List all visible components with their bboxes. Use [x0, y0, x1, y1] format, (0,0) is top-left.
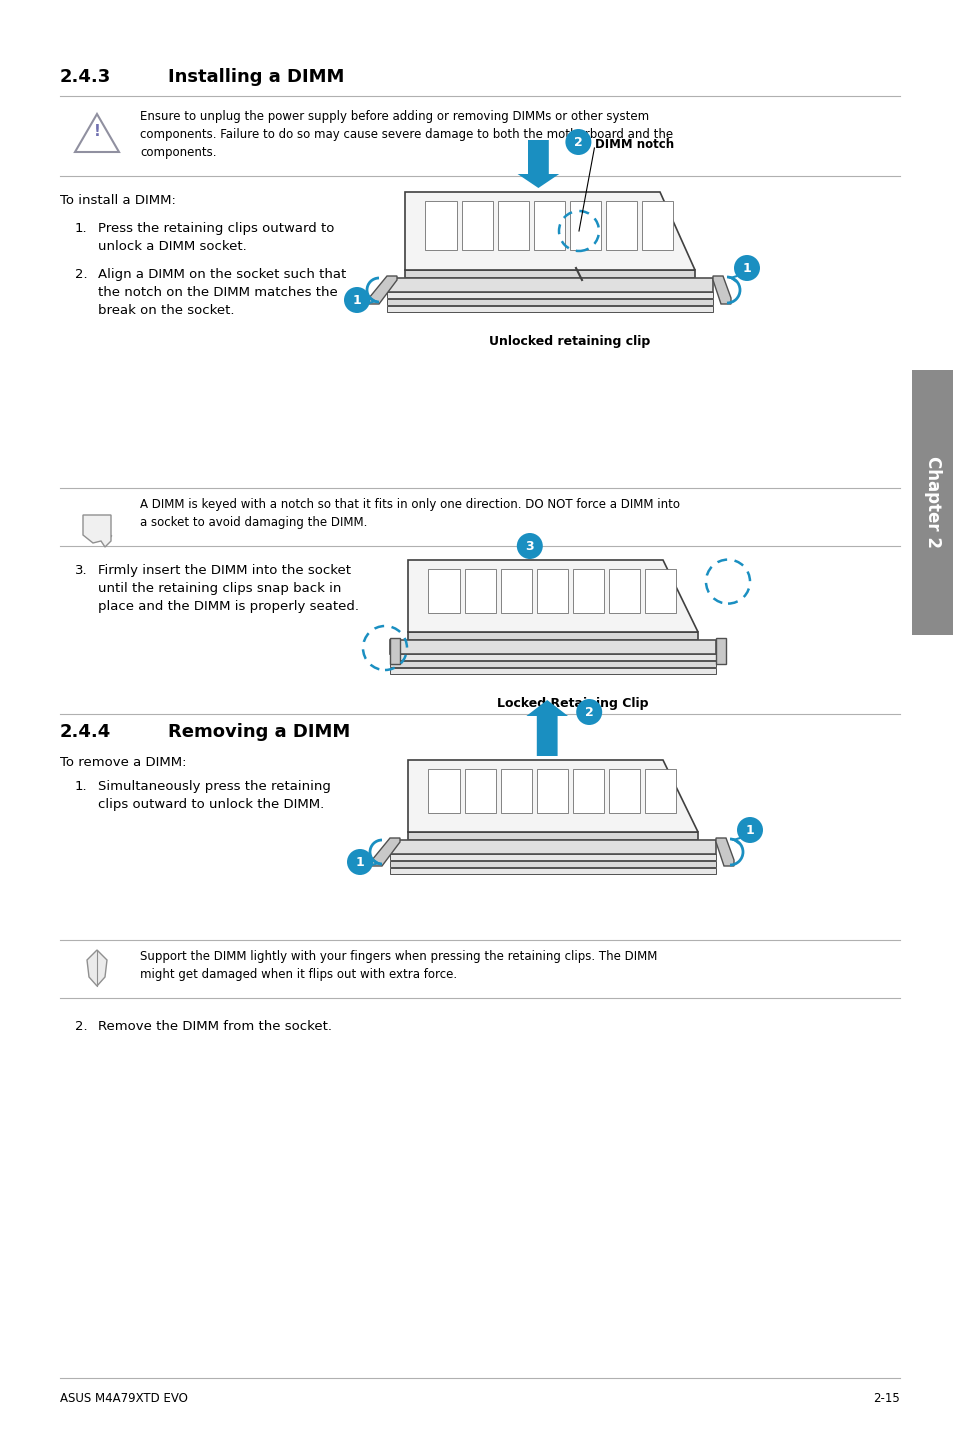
- Polygon shape: [644, 769, 676, 814]
- Text: 1: 1: [353, 293, 361, 306]
- Polygon shape: [405, 193, 695, 270]
- Text: 3.: 3.: [75, 564, 88, 577]
- Polygon shape: [387, 278, 712, 292]
- Polygon shape: [390, 840, 716, 854]
- Text: 1.: 1.: [75, 221, 88, 234]
- Polygon shape: [390, 661, 716, 667]
- Polygon shape: [641, 201, 673, 250]
- Polygon shape: [608, 568, 639, 613]
- Text: DIMM notch: DIMM notch: [595, 138, 674, 151]
- Polygon shape: [716, 838, 733, 866]
- Polygon shape: [500, 568, 532, 613]
- Text: Chapter 2: Chapter 2: [923, 456, 941, 548]
- Polygon shape: [644, 568, 676, 613]
- Polygon shape: [390, 654, 716, 660]
- Polygon shape: [408, 833, 698, 840]
- Polygon shape: [428, 769, 459, 814]
- Polygon shape: [461, 201, 493, 250]
- Polygon shape: [911, 370, 953, 636]
- Circle shape: [576, 699, 601, 725]
- Text: Installing a DIMM: Installing a DIMM: [168, 68, 344, 86]
- Polygon shape: [517, 139, 558, 188]
- Text: Removing a DIMM: Removing a DIMM: [168, 723, 350, 741]
- Polygon shape: [716, 638, 725, 664]
- Polygon shape: [387, 306, 712, 312]
- Polygon shape: [387, 299, 712, 305]
- Text: 1.: 1.: [75, 779, 88, 792]
- Text: !: !: [93, 125, 100, 139]
- Polygon shape: [464, 769, 496, 814]
- Circle shape: [565, 129, 591, 155]
- Text: ASUS M4A79XTD EVO: ASUS M4A79XTD EVO: [60, 1392, 188, 1405]
- Polygon shape: [405, 270, 695, 278]
- Circle shape: [733, 255, 760, 280]
- Text: 3: 3: [525, 539, 534, 552]
- Text: Simultaneously press the retaining
clips outward to unlock the DIMM.: Simultaneously press the retaining clips…: [98, 779, 331, 811]
- Circle shape: [517, 533, 542, 559]
- Polygon shape: [572, 568, 603, 613]
- Polygon shape: [608, 769, 639, 814]
- Polygon shape: [83, 515, 111, 546]
- Polygon shape: [500, 769, 532, 814]
- Text: Support the DIMM lightly with your fingers when pressing the retaining clips. Th: Support the DIMM lightly with your finge…: [140, 951, 657, 981]
- Polygon shape: [526, 700, 567, 756]
- Polygon shape: [372, 838, 399, 866]
- Polygon shape: [572, 769, 603, 814]
- Polygon shape: [387, 292, 712, 298]
- Polygon shape: [605, 201, 637, 250]
- Text: Press the retaining clips outward to
unlock a DIMM socket.: Press the retaining clips outward to unl…: [98, 221, 334, 253]
- Polygon shape: [712, 276, 730, 303]
- Text: 2.4.3: 2.4.3: [60, 68, 112, 86]
- Polygon shape: [390, 640, 716, 654]
- Polygon shape: [369, 276, 396, 303]
- Polygon shape: [390, 861, 716, 867]
- Polygon shape: [537, 568, 568, 613]
- Polygon shape: [425, 201, 456, 250]
- Text: 2.4.4: 2.4.4: [60, 723, 112, 741]
- Polygon shape: [75, 114, 119, 152]
- Text: To remove a DIMM:: To remove a DIMM:: [60, 756, 186, 769]
- Text: To install a DIMM:: To install a DIMM:: [60, 194, 175, 207]
- Text: 1: 1: [355, 856, 364, 869]
- Text: 2-15: 2-15: [872, 1392, 899, 1405]
- Text: Locked Retaining Clip: Locked Retaining Clip: [497, 697, 648, 710]
- Text: 2: 2: [574, 135, 582, 148]
- Text: A DIMM is keyed with a notch so that it fits in only one direction. DO NOT force: A DIMM is keyed with a notch so that it …: [140, 498, 679, 529]
- Polygon shape: [537, 769, 568, 814]
- Text: Remove the DIMM from the socket.: Remove the DIMM from the socket.: [98, 1020, 332, 1032]
- Text: 1: 1: [741, 262, 751, 275]
- Polygon shape: [390, 638, 399, 664]
- Polygon shape: [408, 559, 698, 631]
- Polygon shape: [87, 951, 107, 986]
- Text: Unlocked retaining clip: Unlocked retaining clip: [489, 335, 650, 348]
- Polygon shape: [533, 201, 564, 250]
- Polygon shape: [464, 568, 496, 613]
- Polygon shape: [408, 631, 698, 640]
- Polygon shape: [390, 669, 716, 674]
- Text: Ensure to unplug the power supply before adding or removing DIMMs or other syste: Ensure to unplug the power supply before…: [140, 109, 673, 160]
- Text: 1: 1: [745, 824, 754, 837]
- Text: Firmly insert the DIMM into the socket
until the retaining clips snap back in
pl: Firmly insert the DIMM into the socket u…: [98, 564, 358, 613]
- Polygon shape: [428, 568, 459, 613]
- Polygon shape: [569, 201, 600, 250]
- Circle shape: [347, 848, 373, 874]
- Polygon shape: [408, 761, 698, 833]
- Polygon shape: [390, 869, 716, 874]
- Polygon shape: [390, 854, 716, 860]
- Polygon shape: [497, 201, 529, 250]
- Text: 2: 2: [584, 706, 593, 719]
- Circle shape: [344, 288, 370, 313]
- Text: Align a DIMM on the socket such that
the notch on the DIMM matches the
break on : Align a DIMM on the socket such that the…: [98, 267, 346, 316]
- Circle shape: [737, 817, 762, 843]
- Text: 2.: 2.: [75, 1020, 88, 1032]
- Text: 2.: 2.: [75, 267, 88, 280]
